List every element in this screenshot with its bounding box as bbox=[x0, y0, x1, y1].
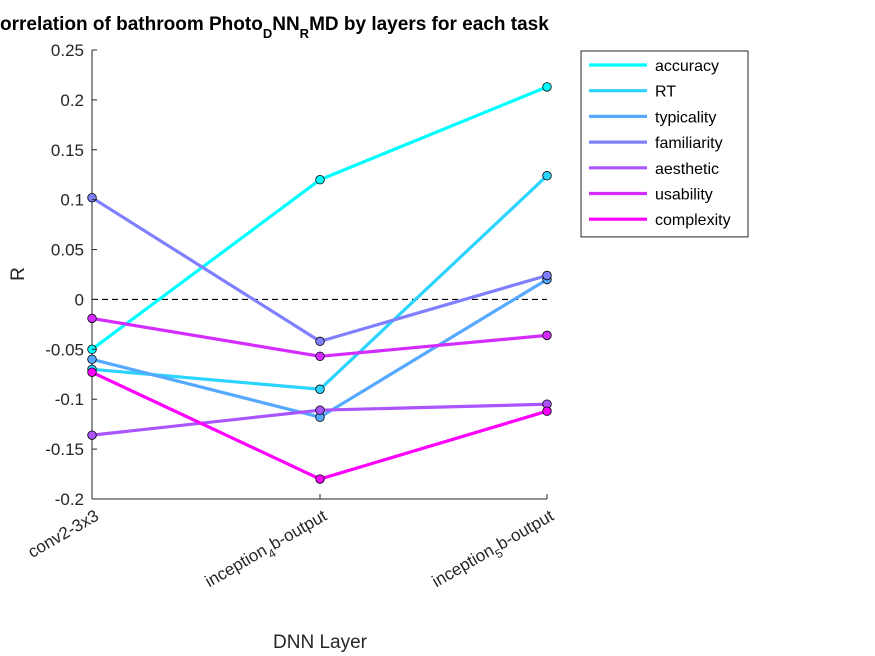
data-point-familiarity bbox=[315, 336, 325, 347]
y-tick-label: 0.05 bbox=[51, 241, 84, 260]
y-tick-label: 0 bbox=[75, 290, 84, 309]
legend-box bbox=[580, 50, 749, 238]
y-tick-label: 0.1 bbox=[60, 191, 84, 210]
data-point-usability bbox=[315, 351, 325, 362]
y-tick-layer: -0.2 -0.15 -0.1 -0.05 0 0.05 0.1 0.15 0.2 0.25 bbox=[45, 41, 97, 509]
legend-label-aesthetic: aesthetic bbox=[655, 161, 719, 178]
legend-label-accuracy: accuracy bbox=[655, 58, 719, 75]
legend-label-RT: RT bbox=[655, 84, 676, 101]
data-point-usability bbox=[542, 330, 552, 341]
y-axis-title: R bbox=[8, 267, 29, 281]
data-point-familiarity bbox=[87, 192, 97, 203]
data-point-aesthetic bbox=[315, 405, 325, 415]
data-point-typicality bbox=[87, 354, 97, 365]
x-tick-layer: conv2-3x3 inception4b-output inception5b-o… bbox=[25, 494, 560, 595]
legend-label-complexity: complexity bbox=[655, 212, 731, 229]
data-point-complexity bbox=[87, 367, 97, 377]
x-tick-label: inception5b-output bbox=[429, 506, 560, 595]
data-point-usability bbox=[87, 313, 97, 324]
data-point-complexity bbox=[315, 474, 325, 484]
data-point-aesthetic bbox=[87, 430, 97, 440]
legend: accuracy RT typicality familiarity aesthetic… bbox=[580, 50, 749, 238]
data-point-accuracy bbox=[315, 175, 325, 185]
y-tick-label: -0.05 bbox=[45, 340, 84, 359]
data-point-RT bbox=[542, 171, 552, 181]
data-point-familiarity bbox=[542, 270, 552, 281]
chart-title: orrelation of bathroom PhotoDNNRMD by la… bbox=[0, 14, 549, 41]
x-axis-title: DNN Layer bbox=[273, 632, 368, 653]
series-line-accuracy bbox=[91, 85, 548, 351]
x-tick-label: conv2-3x3 bbox=[25, 506, 102, 562]
data-point-RT bbox=[315, 384, 325, 394]
legend-label-typicality: typicality bbox=[655, 109, 716, 126]
y-tick-label: -0.2 bbox=[55, 490, 84, 509]
legend-label-usability: usability bbox=[655, 187, 713, 204]
data-point-complexity bbox=[542, 406, 552, 416]
series-layer bbox=[87, 82, 552, 484]
data-point-accuracy bbox=[542, 82, 552, 92]
y-tick-label: 0.2 bbox=[60, 91, 84, 110]
y-tick-label: -0.15 bbox=[45, 440, 84, 459]
legend-label-familiarity: familiarity bbox=[655, 135, 723, 152]
y-tick-label: 0.15 bbox=[51, 141, 84, 160]
y-tick-label: 0.25 bbox=[51, 41, 84, 60]
y-tick-label: -0.1 bbox=[55, 390, 84, 409]
x-tick-label: inception4b-output bbox=[202, 506, 333, 595]
